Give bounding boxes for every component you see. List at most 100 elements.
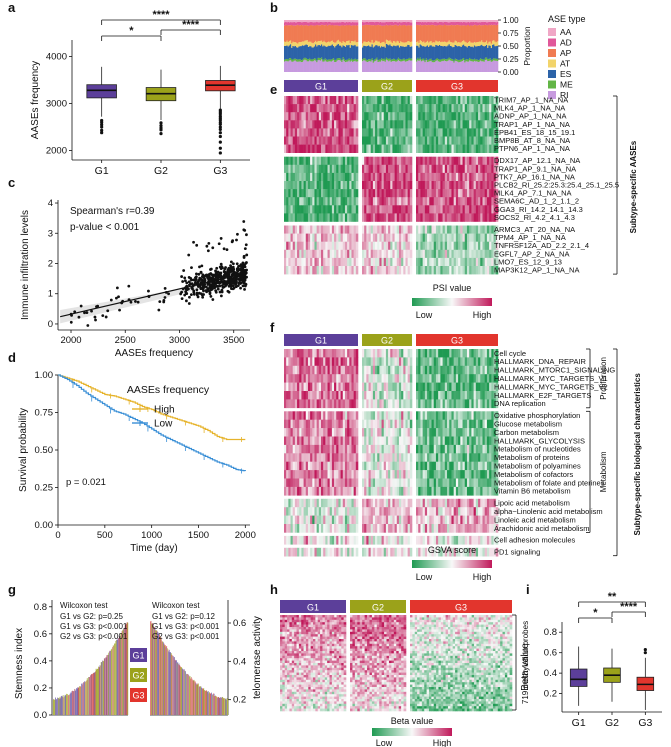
heat-cell	[422, 172, 426, 182]
heat-cell	[321, 233, 324, 242]
heat-cell	[424, 349, 428, 358]
bar-segment-AA	[375, 20, 377, 23]
heat-cell	[409, 365, 413, 375]
heat-cell	[416, 164, 419, 174]
heat-cell	[288, 399, 291, 409]
heat-cell	[462, 128, 466, 137]
heat-cell	[312, 156, 315, 166]
heat-cell	[466, 233, 470, 242]
heat-cell	[438, 136, 441, 145]
heat-cell	[388, 266, 391, 275]
heat-cell	[340, 225, 344, 234]
heat-cell	[442, 249, 446, 259]
heat-cell	[353, 136, 357, 145]
heat-cell	[475, 374, 479, 383]
heat-cell	[372, 144, 376, 153]
bar-segment-ES	[300, 46, 303, 61]
heat-cell	[336, 136, 339, 145]
heat-cell	[301, 197, 304, 206]
heat-cell	[336, 205, 339, 214]
heat-cell	[475, 419, 479, 429]
heat-cell	[486, 120, 490, 129]
heat-cell	[429, 104, 432, 113]
heat-cell	[447, 189, 450, 198]
heat-cell	[321, 225, 324, 234]
heat-cell	[385, 96, 389, 105]
bar-segment-AD	[481, 21, 483, 26]
bar-segment-ES	[459, 46, 461, 60]
heat-cell	[482, 213, 486, 222]
y-axis-label: Proportion	[522, 26, 532, 65]
bar-segment-ME	[483, 59, 486, 62]
heat-cell	[342, 365, 346, 375]
heat-cell	[455, 144, 459, 153]
heat-cell	[312, 233, 315, 242]
bar-segment-ES	[292, 45, 294, 60]
bar-segment-AA	[343, 20, 346, 23]
bar-segment-RI	[376, 59, 378, 72]
heat-cell	[323, 136, 326, 145]
survival-curve-low	[58, 374, 246, 472]
heat-cell	[427, 189, 430, 198]
heat-cell	[458, 399, 461, 409]
heat-cell	[416, 419, 419, 429]
bar-segment-RI	[446, 61, 448, 72]
heat-cell	[366, 96, 369, 105]
heat-cell	[464, 104, 468, 113]
bar-segment-ES	[349, 47, 352, 60]
heat-cell	[294, 213, 298, 222]
bar-segment-AP	[470, 25, 472, 43]
heat-cell	[409, 205, 413, 214]
heat-cell	[471, 419, 474, 429]
bar-segment-AP	[284, 25, 286, 42]
heat-cell	[442, 156, 446, 166]
bar-segment-AD	[362, 22, 364, 26]
scatter-point	[184, 285, 188, 289]
scatter-point	[235, 262, 239, 266]
bar-segment-AA	[323, 20, 325, 23]
heat-cell	[385, 419, 389, 429]
heat-cell	[392, 357, 395, 367]
scatter-point	[245, 253, 249, 257]
heat-cell	[284, 172, 287, 182]
heat-cell	[303, 241, 307, 251]
bar-segment-AD	[375, 22, 377, 26]
heat-cell	[466, 365, 470, 375]
heat-cell	[303, 128, 307, 137]
heat-cell	[451, 391, 454, 400]
bar-segment-AP	[448, 25, 451, 41]
heat-cell	[351, 382, 354, 392]
heat-cell	[349, 436, 352, 446]
bar-segment-ES	[467, 45, 470, 60]
heat-cell	[338, 428, 341, 437]
bar-segment-AA	[336, 20, 339, 23]
bar-segment-AD	[429, 22, 431, 26]
heat-cell	[314, 241, 317, 251]
bar-segment-AA	[384, 20, 387, 23]
heat-cell	[451, 349, 454, 358]
heat-cell	[331, 189, 335, 198]
heat-cell	[495, 112, 499, 121]
heat-cell	[292, 365, 296, 375]
heat-cell	[482, 181, 486, 190]
heat-cell	[305, 266, 309, 275]
heat-cell	[286, 382, 289, 392]
heat-cell	[342, 357, 346, 367]
heat-cell	[307, 444, 311, 454]
heat-cell	[473, 164, 477, 174]
heat-cell	[383, 136, 387, 145]
heat-cell	[342, 112, 346, 121]
heat-cell	[318, 136, 322, 145]
bar-segment-AA	[403, 20, 406, 22]
heat-cell	[405, 241, 408, 251]
heat-cell	[301, 249, 304, 259]
heat-cell	[466, 382, 470, 392]
bar-segment-AD	[417, 21, 419, 25]
heat-cell	[372, 197, 376, 206]
heat-cell	[351, 241, 354, 251]
bar-segment-AT	[285, 42, 287, 46]
bar-segment-ME	[291, 59, 293, 62]
heat-cell	[388, 120, 391, 129]
bar-segment-ME	[376, 57, 378, 60]
heat-cell	[433, 197, 437, 206]
